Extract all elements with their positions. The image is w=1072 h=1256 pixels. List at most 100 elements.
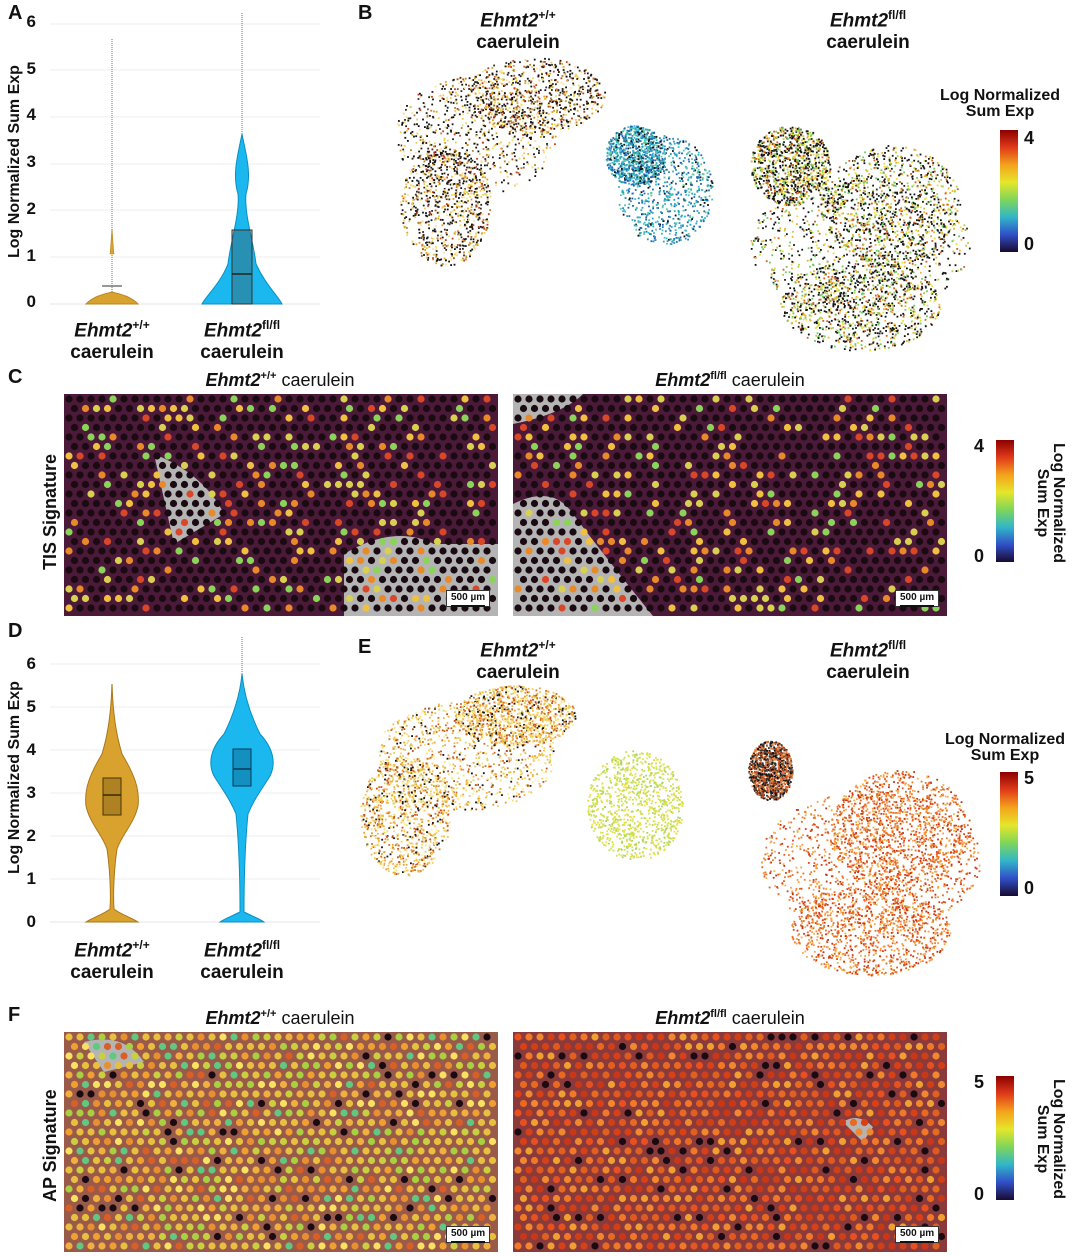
scalebar-line (900, 605, 935, 607)
gene-name: Ehmt2 (655, 1008, 711, 1028)
treatment: caerulein (726, 370, 805, 390)
panel-c-scalebar-wt: 500 µm (446, 590, 491, 607)
panel-d-label-wt: Ehmt2+/+ caerulein (62, 934, 162, 984)
colorbar-title-line: Log Normalized (1050, 1078, 1067, 1199)
ytick: 4 (26, 740, 36, 759)
panel-d-box-wt (102, 777, 122, 816)
scalebar-line (900, 1241, 935, 1243)
panel-c-title-wt: Ehmt2+/+ caerulein (180, 370, 380, 391)
treatment: caerulein (726, 1008, 805, 1028)
ytick: 3 (26, 783, 36, 802)
panel-c-spatial-ko (513, 394, 947, 616)
treatment: caerulein (200, 962, 284, 984)
ytick: 3 (26, 152, 36, 171)
spot-grid (514, 1033, 946, 1250)
panel-d-violin-plot (50, 636, 320, 923)
ytick: 6 (26, 12, 36, 31)
panel-f-colorbar-min: 0 (974, 1184, 985, 1204)
gene-name: Ehmt2 (205, 1008, 261, 1028)
panel-f-title-ko: Ehmt2fl/fl caerulein (630, 1008, 830, 1029)
genotype: +/+ (132, 318, 150, 332)
panel-b-colorbar-title: Log Normalized Sum Exp (930, 88, 1070, 120)
panel-c-scalebar-ko: 500 µm (895, 590, 940, 607)
panel-f-spatial-wt (64, 1032, 498, 1252)
ytick: 1 (26, 246, 36, 265)
panel-letter-c: C (8, 366, 23, 388)
ytick: 5 (26, 59, 36, 78)
gene-name: Ehmt2 (205, 370, 261, 390)
treatment: caerulein (200, 342, 284, 364)
genotype: fl/fl (888, 8, 907, 22)
umap-points (360, 685, 684, 877)
panel-b-umap-ko (750, 126, 971, 352)
ytick: 2 (26, 826, 36, 845)
panel-b-cond-wt: Ehmt2+/+ caerulein (458, 4, 578, 54)
panel-a-violin-wt (84, 291, 140, 305)
panel-e-umap-ko (748, 740, 981, 977)
ytick: 5 (26, 697, 36, 716)
spot-grid (65, 395, 497, 612)
genotype: +/+ (538, 638, 556, 652)
scalebar-line (451, 605, 486, 607)
panel-a-label-ko: Ehmt2fl/fl caerulein (192, 314, 292, 364)
panel-letter-d: D (8, 620, 23, 642)
ytick: 4 (26, 105, 36, 124)
gene-name: Ehmt2 (829, 640, 889, 662)
panel-a-label-wt: Ehmt2+/+ caerulein (62, 314, 162, 364)
panel-b-colorbar (1000, 130, 1018, 252)
umap-points (748, 740, 981, 977)
panel-b-colorbar-max: 4 (1024, 128, 1035, 148)
genotype: fl/fl (262, 318, 281, 332)
panel-f-title-wt: Ehmt2+/+ caerulein (180, 1008, 380, 1029)
panel-f-colorbar-max: 5 (974, 1072, 985, 1092)
panel-a-violin-plot (50, 12, 320, 305)
panel-c-colorbar (996, 440, 1014, 562)
panel-d-label-ko: Ehmt2fl/fl caerulein (192, 934, 292, 984)
panel-d-violin-ko (210, 673, 274, 923)
panel-d-violin-wt (84, 683, 140, 923)
treatment: caerulein (70, 342, 154, 364)
genotype: +/+ (260, 1008, 277, 1020)
treatment: caerulein (276, 370, 355, 390)
panel-c-spatial-wt (64, 394, 498, 616)
colorbar-title-line: Log Normalized (944, 731, 1065, 748)
panel-f-side-label: AP Signature (40, 1089, 60, 1202)
scalebar-label: 500 µm (900, 592, 935, 603)
gene-name: Ehmt2 (203, 940, 263, 962)
ytick: 1 (26, 869, 36, 888)
panel-letter-e: E (358, 636, 372, 658)
gene-name: Ehmt2 (480, 640, 539, 662)
panel-e-colorbar-max: 5 (1024, 768, 1035, 788)
panel-a-violin-wt-tail (109, 228, 115, 255)
panel-b-colorbar-min: 0 (1024, 234, 1035, 254)
genotype: fl/fl (710, 1008, 727, 1020)
scalebar-line (451, 1241, 486, 1243)
spot-grid (65, 1033, 497, 1250)
treatment: caerulein (476, 662, 560, 684)
colorbar-title-line: Log Normalized (939, 87, 1060, 104)
treatment: caerulein (276, 1008, 355, 1028)
panel-letter-b: B (358, 2, 373, 24)
gene-name: Ehmt2 (74, 320, 133, 342)
colorbar-title-line: Sum Exp (1034, 468, 1051, 538)
ytick: 6 (26, 654, 36, 673)
colorbar-title-line: Sum Exp (1034, 1104, 1051, 1174)
panel-a-gridlines (50, 23, 320, 305)
panel-b-umap-wt (397, 57, 714, 267)
scalebar-label: 500 µm (900, 1228, 935, 1239)
panel-c-side-label: TIS Signature (40, 453, 60, 570)
scalebar-label: 500 µm (451, 592, 486, 603)
panel-letter-f: F (8, 1004, 21, 1026)
genotype: fl/fl (710, 370, 727, 382)
gene-name: Ehmt2 (203, 320, 263, 342)
genotype: fl/fl (262, 938, 281, 952)
panel-c-colorbar-max: 4 (974, 436, 985, 456)
spot-grid (514, 395, 946, 612)
panel-f-colorbar-title: Log Normalized Sum Exp (1034, 1074, 1067, 1204)
ytick: 2 (26, 199, 36, 218)
umap-points (397, 57, 714, 267)
panel-f-colorbar (996, 1076, 1014, 1200)
panel-f-scalebar-wt: 500 µm (446, 1226, 491, 1243)
panel-e-colorbar-min: 0 (1024, 878, 1035, 898)
colorbar-title-line: Sum Exp (965, 103, 1035, 120)
